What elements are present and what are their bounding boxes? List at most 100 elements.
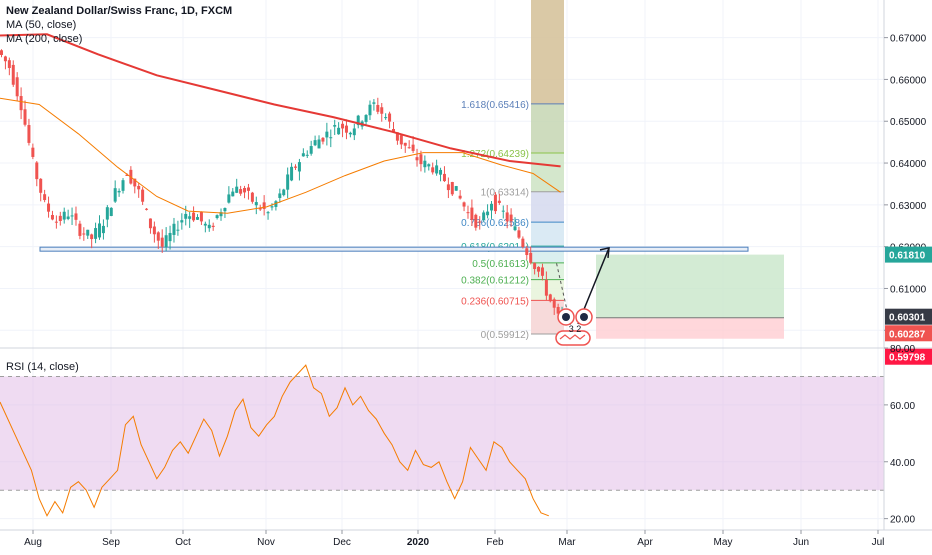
candle: [176, 220, 180, 236]
candle: [90, 233, 94, 249]
fib-zone: [531, 103, 564, 154]
candle: [521, 236, 525, 249]
price-tag-box: [885, 325, 932, 342]
candle-body: [156, 232, 160, 241]
candle: [54, 215, 58, 229]
candle: [395, 132, 399, 145]
candle: [15, 72, 19, 101]
candle-body: [411, 144, 415, 151]
time-tick-label: Oct: [175, 537, 191, 548]
candle-body: [23, 109, 27, 125]
candle: [364, 114, 368, 126]
candle-body: [3, 56, 7, 62]
candle: [352, 123, 356, 141]
fib-level-label: 0.382(0.61212): [461, 276, 529, 287]
candle-body: [329, 137, 333, 139]
candle-body: [321, 137, 325, 142]
fib-level-label: 0.5(0.61613): [472, 259, 529, 270]
candle-body: [121, 180, 125, 191]
candle-body: [376, 104, 380, 112]
candle: [552, 297, 556, 315]
candle-body: [184, 213, 188, 219]
ma50-legend: MA (50, close): [6, 19, 77, 31]
candle: [301, 148, 305, 157]
candle: [540, 263, 544, 281]
fib-level-label: 0.786(0.62586): [461, 218, 529, 229]
price-tag-label: 0.59798: [889, 353, 926, 364]
candle-body: [486, 211, 490, 216]
candle: [478, 216, 482, 230]
price-tag-box: [885, 246, 932, 263]
candle-body: [294, 166, 297, 168]
time-tick-label: Dec: [333, 537, 351, 548]
candle: [376, 97, 380, 115]
candle: [419, 150, 423, 172]
candle: [39, 178, 43, 202]
symbol-title: New Zealand Dollar/Swiss Franc, 1D, FXCM: [6, 5, 233, 17]
candle: [180, 213, 184, 230]
candle: [431, 162, 435, 175]
candle-body: [125, 174, 129, 176]
fib-level-label: 0(0.59912): [481, 330, 529, 341]
candle-body: [215, 215, 219, 219]
candle: [0, 49, 3, 58]
candle-body: [7, 60, 11, 69]
candle: [94, 222, 98, 244]
candle-body: [337, 127, 341, 135]
candle: [458, 190, 462, 200]
candle: [290, 162, 294, 182]
candle: [148, 218, 152, 234]
time-tick-label: Sep: [102, 537, 120, 548]
candle-body: [258, 207, 262, 210]
candle: [454, 185, 458, 191]
candles: [0, 49, 564, 324]
candle-body: [517, 230, 521, 238]
candle-body: [490, 203, 493, 211]
candle: [250, 191, 254, 204]
candle-body: [90, 234, 94, 240]
candle-body: [188, 216, 192, 219]
candle: [168, 225, 172, 250]
price-tick-label: 0.65000: [890, 117, 927, 128]
candle-body: [35, 162, 39, 180]
candle-body: [168, 232, 172, 242]
candle: [321, 137, 325, 145]
candle-body: [537, 266, 541, 272]
face-pupil: [562, 313, 570, 321]
candle-body: [82, 233, 86, 235]
candle: [388, 111, 392, 129]
price-tag: 0.60287: [885, 325, 932, 342]
candle: [82, 227, 86, 241]
stop-zone: [596, 317, 784, 339]
candle-body: [454, 186, 458, 191]
candle: [203, 221, 207, 233]
time-tick-label: Feb: [486, 537, 504, 548]
candle: [517, 226, 521, 240]
fib-zone: [531, 191, 564, 223]
candle: [548, 293, 552, 303]
candle-body: [70, 215, 74, 217]
candle: [27, 118, 31, 146]
arrow-head: [599, 246, 610, 258]
price-tick-label: 0.63000: [890, 201, 927, 212]
candle: [227, 186, 231, 204]
candle: [243, 185, 247, 199]
candle: [239, 185, 243, 196]
fib-zone: [531, 222, 564, 247]
candle-body: [333, 125, 337, 127]
candle-body: [439, 169, 443, 175]
candle: [305, 150, 309, 158]
time-tick-label: Jun: [793, 537, 809, 548]
candle-body: [101, 225, 105, 234]
fib-zone: [531, 153, 564, 192]
candle-body: [94, 228, 98, 239]
candle-body: [27, 125, 31, 143]
candle-body: [399, 135, 403, 145]
candle: [184, 205, 188, 226]
candle-body: [368, 104, 372, 116]
candle-body: [392, 129, 395, 132]
price-tag-box: [885, 348, 932, 365]
candle: [341, 121, 345, 138]
